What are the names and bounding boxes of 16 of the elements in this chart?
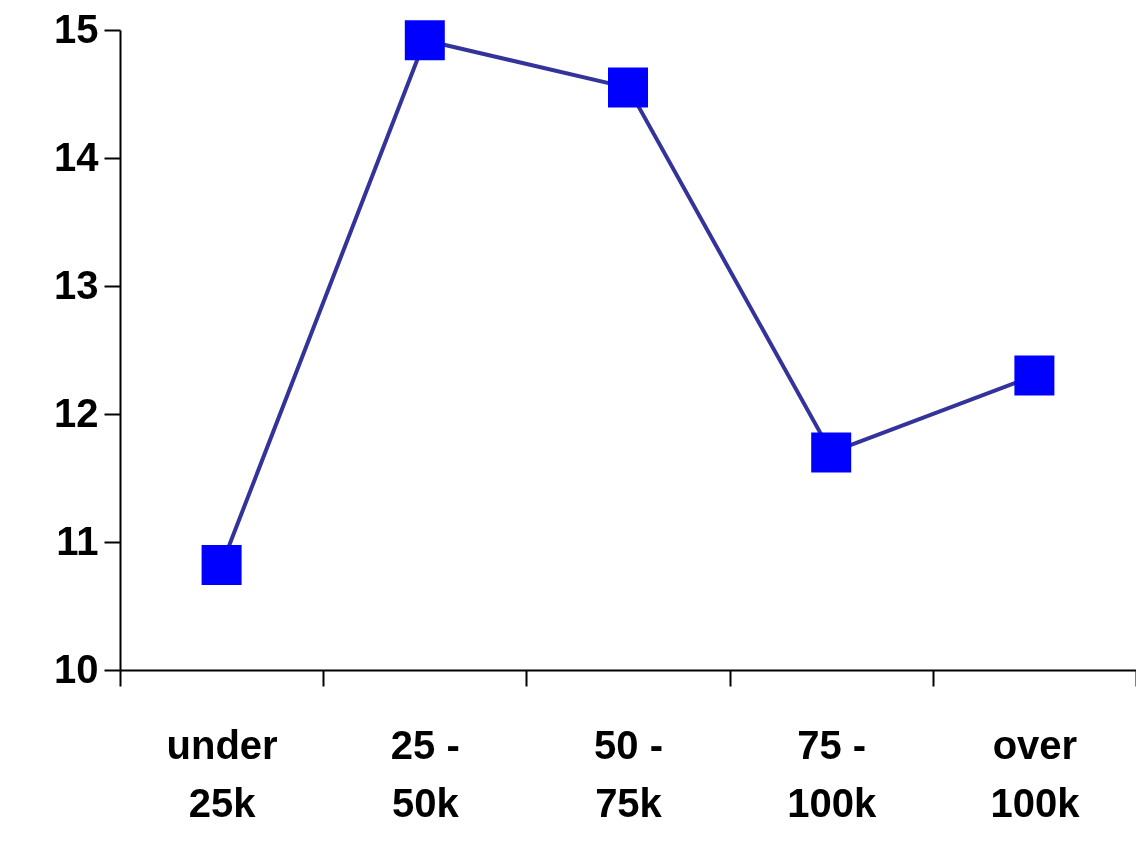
x-tick-label: 75 - 100k [787,722,877,825]
x-tick-label: under 25k [166,722,278,825]
y-tick-label: 12 [54,390,99,435]
x-tick-label: 25 - 50k [390,722,460,825]
x-tick-label: over 100k [990,722,1081,825]
x-tick-label: 50 - 75k [594,722,663,825]
y-tick-label: 15 [54,6,99,51]
y-tick-label: 11 [56,518,99,563]
point [1014,355,1055,396]
point [811,432,852,473]
y-tick-label: 14 [54,134,100,179]
point [404,20,445,61]
y-tick-label: 10 [54,646,99,691]
y-tick-label: 13 [54,262,99,307]
point [201,545,242,586]
point [608,67,648,108]
